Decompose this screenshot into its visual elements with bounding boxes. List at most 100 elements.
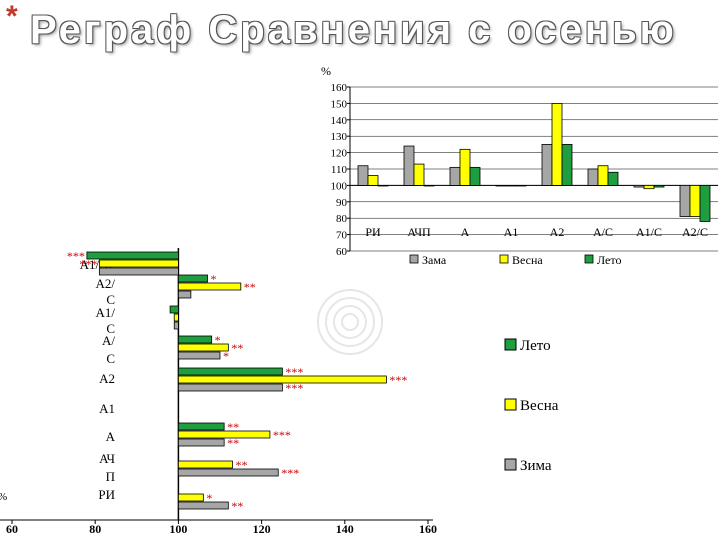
hbar-Лето-А1/А2 [86, 251, 179, 260]
hbar-Весна-А2 [177, 375, 387, 384]
x-tick-label: А2 [550, 225, 565, 239]
significance-mark: * [206, 491, 212, 505]
category-label: А2 [99, 371, 115, 386]
hbar-Весна-А/ С [177, 343, 229, 352]
bar-Зама-А2/С [679, 184, 691, 217]
bar-Весна-А2 [551, 103, 563, 186]
hbar-Весна-А1/ С [173, 313, 179, 322]
y-tick-label: 70 [336, 230, 348, 242]
bar-Зама-АЧП [403, 145, 415, 186]
legend-swatch-Лето [504, 338, 517, 351]
x-tick-label: 140 [336, 522, 354, 536]
x-tick-label: 120 [253, 522, 271, 536]
y-tick-label: 100 [331, 180, 348, 192]
bar-Весна-А2/С [689, 184, 701, 217]
x-axis-label: % [0, 491, 7, 503]
x-tick-label: А1 [504, 225, 519, 239]
bar-Весна-АЧП [413, 163, 425, 186]
title-star: * [6, 0, 18, 33]
category-label: С [106, 292, 115, 307]
significance-mark: ** [235, 458, 247, 472]
x-tick-label: 160 [419, 522, 437, 536]
category-label: АЧ [99, 451, 115, 466]
watermark-ring [325, 297, 375, 347]
hbar-Весна-А [177, 430, 271, 439]
x-tick-label: А/С [593, 225, 613, 239]
bar-Весна-А1 [505, 184, 517, 187]
legend-swatch-Весна [499, 254, 509, 264]
significance-mark: *** [67, 249, 85, 263]
hbar-Лето-А1/ С [169, 305, 179, 314]
hbar-Зима-А1/ С [173, 321, 179, 330]
bar-Лето-А2 [561, 143, 573, 186]
bar-Весна-А/С [597, 165, 609, 186]
x-tick-label: 60 [6, 522, 18, 536]
significance-mark: ** [244, 280, 256, 294]
significance-mark: ** [227, 420, 239, 434]
y-tick-label: 120 [331, 148, 348, 160]
bar-Весна-А [459, 148, 471, 186]
category-label: А/ [102, 333, 115, 348]
category-label: А2/ [96, 276, 116, 291]
legend-swatch-Весна [504, 398, 517, 411]
legend-label: Зима [520, 458, 552, 474]
x-tick-label: 80 [89, 522, 101, 536]
x-tick-label: А2/С [682, 225, 708, 239]
y-tick-label: 80 [336, 213, 348, 225]
bar-Зама-А1/С [633, 184, 645, 188]
y-tick-label: 150 [331, 98, 348, 110]
significance-mark: *** [389, 373, 407, 387]
bar-Зама-А2 [541, 143, 553, 186]
legend-swatch-Лето [584, 254, 594, 264]
hbar-Зима-АЧ П [177, 468, 279, 477]
bar-Весна-РИ [367, 175, 379, 186]
hbar-Лето-А/ С [177, 335, 213, 344]
significance-mark: ** [231, 341, 243, 355]
legend-swatch-Зама [409, 254, 419, 264]
hbar-Весна-РИ [177, 493, 204, 502]
y-tick-label: 110 [331, 164, 348, 176]
hbar-Весна-А1/А2 [98, 259, 179, 268]
category-label: С [106, 321, 115, 336]
legend-swatch-Зима [504, 458, 517, 471]
x-tick-label: АЧП [407, 225, 431, 239]
watermark-ring [341, 313, 359, 331]
hbar-Весна-АЧ П [177, 460, 233, 469]
hbar-Лето-А2/ С [177, 274, 208, 283]
y-axis-label: % [321, 64, 331, 78]
hbar-Зима-РИ [177, 501, 229, 510]
significance-mark: * [223, 349, 229, 363]
hbar-Зима-А2/ С [177, 290, 192, 299]
bar-Зама-А [449, 166, 461, 186]
bar-Лето-А/С [607, 171, 619, 186]
watermark-ring [333, 305, 367, 339]
significance-mark: *** [281, 466, 299, 480]
category-label: А1/ [96, 305, 116, 320]
legend-label: Весна [512, 253, 543, 267]
significance-mark: ** [227, 436, 239, 450]
legend-label: Лето [597, 253, 621, 267]
y-tick-label: 130 [331, 131, 348, 143]
hbar-Зима-А [177, 438, 225, 447]
legend-label: Весна [520, 398, 559, 414]
bar-Лето-АЧП [423, 184, 435, 187]
category-label: П [106, 469, 115, 484]
y-tick-label: 140 [331, 115, 348, 127]
legend-label: Лето [520, 338, 551, 354]
significance-mark: *** [285, 365, 303, 379]
significance-mark: *** [273, 428, 291, 442]
x-tick-label: А1/С [636, 225, 662, 239]
bar-Лето-А1 [515, 184, 527, 187]
hbar-Зима-А1/А2 [98, 267, 179, 276]
hbar-Зима-А/ С [177, 351, 221, 360]
bar-Лето-РИ [377, 184, 389, 187]
y-tick-label: 90 [336, 197, 348, 209]
significance-mark: *** [79, 257, 97, 271]
significance-mark: *** [285, 381, 303, 395]
bar-Весна-А1/С [643, 184, 655, 190]
x-tick-label: 100 [169, 522, 187, 536]
title-area: * Реграф Сравнения с осенью [0, 0, 720, 60]
y-tick-label: 60 [336, 246, 348, 258]
significance-mark: * [215, 333, 221, 347]
